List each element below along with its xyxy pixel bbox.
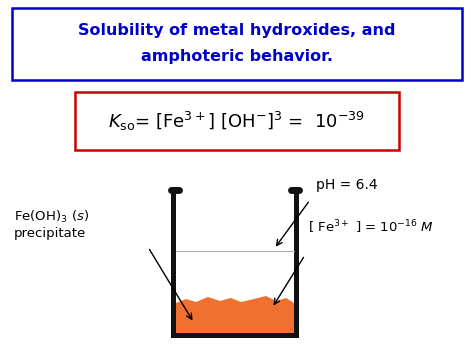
Text: precipitate: precipitate <box>14 226 86 240</box>
Text: Solubility of metal hydroxides, and: Solubility of metal hydroxides, and <box>78 22 396 38</box>
Polygon shape <box>176 296 294 333</box>
Text: pH = 6.4: pH = 6.4 <box>316 178 378 192</box>
Bar <box>176 303 294 333</box>
Bar <box>12 8 462 80</box>
Bar <box>171 333 299 338</box>
Bar <box>75 92 399 150</box>
Bar <box>294 190 299 338</box>
Text: Fe(OH)$_{\mathrm{3}}$ ($\mathit{s}$): Fe(OH)$_{\mathrm{3}}$ ($\mathit{s}$) <box>14 209 89 225</box>
Bar <box>171 190 176 338</box>
Text: amphoteric behavior.: amphoteric behavior. <box>141 49 333 64</box>
Text: [ Fe$^{\mathrm{3+}}$ ] = 10$^{\mathrm{-16}}$ $\mathit{M}$: [ Fe$^{\mathrm{3+}}$ ] = 10$^{\mathrm{-1… <box>308 218 434 236</box>
Text: $\mathit{K}_{\mathrm{so}}$= [Fe$^{\mathrm{3+}}$] [OH$^{\mathrm{-}}$]$^{\mathrm{3: $\mathit{K}_{\mathrm{so}}$= [Fe$^{\mathr… <box>109 109 365 132</box>
